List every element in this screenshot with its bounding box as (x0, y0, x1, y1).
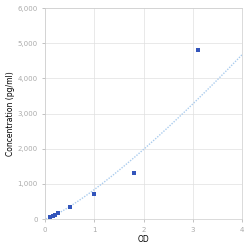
Point (132, 171, 136, 175)
Y-axis label: Concentration (pg/ml): Concentration (pg/ml) (6, 71, 15, 156)
Point (196, 48, 200, 52)
X-axis label: OD: OD (138, 236, 149, 244)
Point (53, 213, 57, 217)
Point (56, 211, 60, 215)
Point (48, 215, 52, 219)
Point (68, 205, 72, 209)
Point (92, 192, 96, 196)
Point (50, 214, 54, 218)
